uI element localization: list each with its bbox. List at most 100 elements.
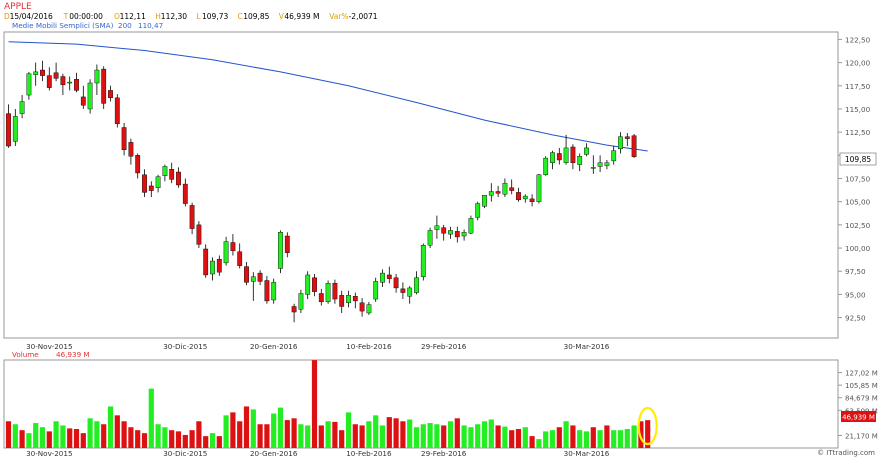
candle-body bbox=[611, 150, 617, 162]
candle-body bbox=[80, 96, 86, 106]
candle-body bbox=[550, 152, 555, 163]
volume-bar bbox=[556, 427, 562, 448]
candle-body bbox=[148, 185, 154, 191]
volume-bar bbox=[33, 423, 39, 448]
candle-body bbox=[223, 241, 229, 264]
candle-body bbox=[162, 166, 168, 176]
candle bbox=[46, 67, 52, 91]
candle bbox=[420, 243, 426, 281]
volume-bar bbox=[597, 430, 603, 448]
volume-bar bbox=[264, 424, 270, 448]
candle bbox=[230, 234, 236, 256]
volume-bar bbox=[577, 430, 583, 448]
volume-bar bbox=[345, 412, 352, 448]
price-tick-label: 112,50 bbox=[845, 128, 871, 137]
sma-label: Medie Mobili Semplici (SMA) bbox=[12, 21, 114, 30]
candle bbox=[74, 72, 79, 93]
candle bbox=[148, 181, 154, 198]
volume-bar bbox=[434, 424, 440, 448]
volume-bar bbox=[549, 430, 556, 448]
info-value-h: 112,30 bbox=[161, 12, 187, 21]
volume-bar bbox=[427, 423, 433, 448]
symbol-label: APPLE bbox=[4, 2, 32, 12]
sma-legend: Medie Mobili Semplici (SMA) 200 110,47 bbox=[12, 21, 163, 30]
volume-bar bbox=[359, 425, 365, 448]
info-value-v: 46,939 M bbox=[284, 12, 319, 21]
volume-bar bbox=[447, 421, 454, 448]
volume-bar bbox=[366, 421, 372, 448]
candle bbox=[244, 261, 249, 286]
last-price-text: 109,85 bbox=[845, 155, 871, 164]
candle bbox=[441, 224, 447, 241]
volume-label: Volume bbox=[12, 350, 39, 359]
candle-body bbox=[53, 72, 59, 79]
volume-bar bbox=[271, 413, 277, 448]
volume-bar bbox=[339, 430, 345, 448]
volume-bar bbox=[611, 430, 617, 448]
date-label: 30-Dic-2015 bbox=[163, 342, 207, 351]
candle-body bbox=[74, 79, 79, 91]
date-label: 10-Feb-2016 bbox=[346, 342, 392, 351]
volume-bar bbox=[373, 415, 379, 448]
candle bbox=[618, 132, 623, 154]
volume-bar bbox=[19, 430, 25, 448]
candle-body bbox=[563, 147, 569, 163]
candle bbox=[461, 229, 467, 241]
volume-bar bbox=[135, 430, 141, 448]
volume-bar bbox=[53, 421, 59, 448]
candle-body bbox=[359, 302, 365, 312]
price-tick-label: 100,00 bbox=[845, 244, 871, 253]
candle-body bbox=[441, 227, 447, 234]
candle-body bbox=[189, 205, 195, 229]
candle-body bbox=[570, 146, 576, 163]
volume-tick-label: 105,85 M bbox=[845, 382, 878, 390]
candle bbox=[223, 236, 229, 266]
volume-bar bbox=[250, 409, 256, 448]
candle bbox=[332, 279, 338, 304]
candle-body bbox=[352, 296, 358, 302]
candle bbox=[373, 277, 379, 302]
candle bbox=[203, 244, 209, 278]
volume-bar bbox=[80, 433, 86, 448]
candle bbox=[12, 108, 18, 147]
price-tick-label: 115,00 bbox=[845, 105, 871, 114]
candle bbox=[162, 164, 168, 182]
volume-bar bbox=[5, 421, 12, 448]
candle-body bbox=[475, 203, 481, 218]
volume-bar bbox=[407, 419, 413, 448]
volume-bar bbox=[475, 424, 481, 448]
candle-body bbox=[94, 69, 100, 84]
candle bbox=[169, 162, 175, 184]
candle-body bbox=[312, 277, 317, 292]
candle-body bbox=[216, 258, 222, 273]
volume-bar bbox=[121, 421, 127, 448]
candle bbox=[135, 153, 141, 179]
volume-bar bbox=[379, 425, 386, 448]
volume-bar bbox=[94, 421, 100, 448]
candle-body bbox=[631, 135, 637, 157]
volume-bar bbox=[325, 421, 331, 448]
candle-body bbox=[346, 295, 351, 303]
info-value-c: 109,85 bbox=[243, 12, 269, 21]
volume-bar bbox=[277, 407, 284, 448]
candle bbox=[196, 221, 202, 249]
volume-bar bbox=[298, 424, 304, 448]
volume-bar bbox=[583, 431, 590, 448]
candle bbox=[495, 185, 501, 198]
info-value-o: 112,11 bbox=[120, 12, 146, 21]
candle-body bbox=[468, 218, 474, 234]
candle bbox=[182, 178, 188, 207]
candle bbox=[427, 227, 433, 249]
candle-body bbox=[339, 295, 345, 307]
candle bbox=[584, 143, 589, 157]
candle-body bbox=[155, 176, 161, 188]
sma-period: 200 bbox=[118, 21, 132, 30]
date-label: 30-Mar-2016 bbox=[564, 449, 610, 458]
volume-bar bbox=[352, 424, 358, 448]
price-tick-label: 95,00 bbox=[845, 290, 866, 299]
candle bbox=[142, 169, 147, 198]
volume-badge-text: 46,939 M bbox=[842, 414, 875, 422]
candle bbox=[448, 226, 453, 239]
volume-bar bbox=[237, 421, 243, 448]
date-label: 29-Feb-2016 bbox=[421, 449, 467, 458]
